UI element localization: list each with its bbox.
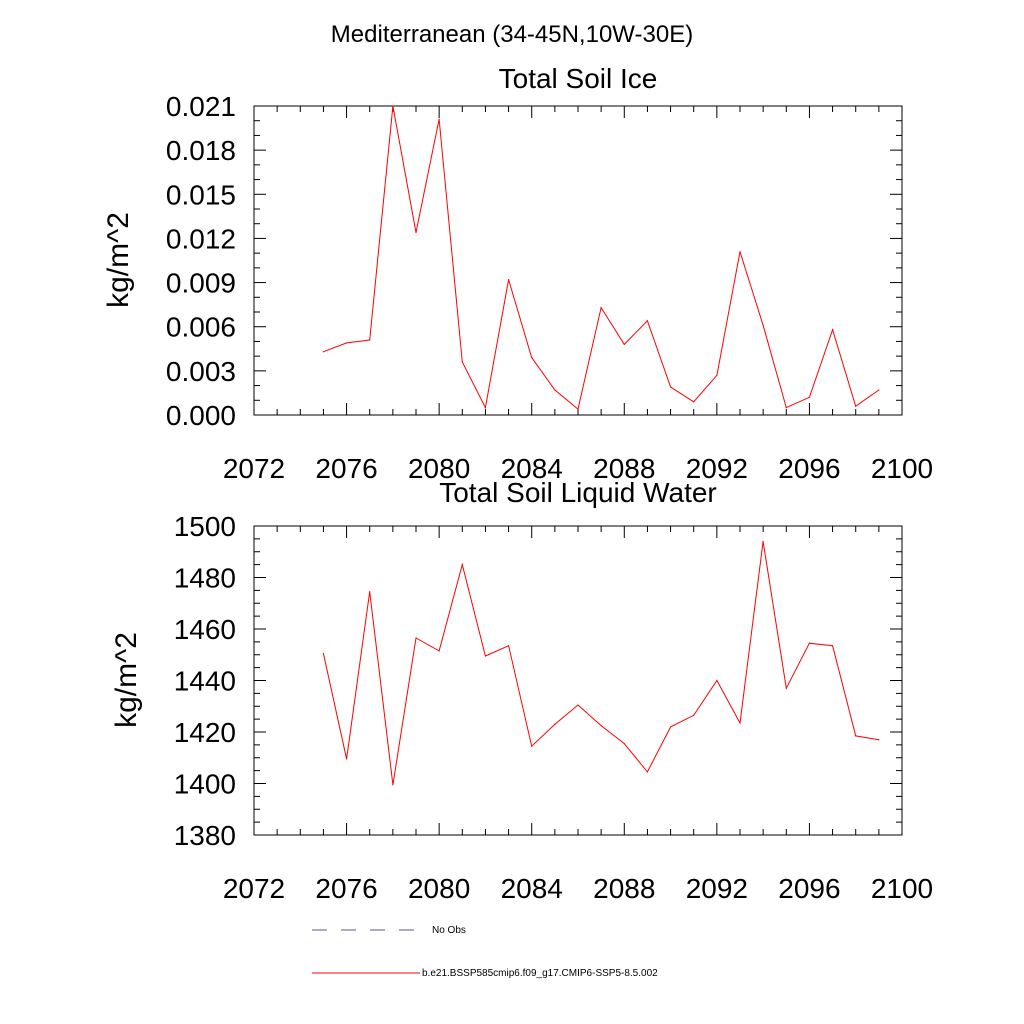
data-point (577, 704, 579, 706)
data-point (600, 724, 602, 727)
x-tick-label: 2072 (223, 873, 285, 904)
y-tick-label: 1380 (174, 820, 236, 851)
y-axis-label-soil-liquid-water: kg/m^2 (110, 632, 143, 728)
data-point (369, 339, 371, 341)
data-point (461, 361, 463, 363)
page-title: Mediterranean (34-45N,10W-30E) (331, 21, 693, 48)
y-tick-label: 0.012 (166, 223, 236, 254)
x-tick-label: 2080 (408, 873, 470, 904)
data-point (693, 714, 695, 716)
y-tick-label: 0.015 (166, 179, 236, 210)
y-tick-label: 0.006 (166, 312, 236, 343)
y-tick-label: 0.018 (166, 135, 236, 166)
plot-frame (253, 105, 903, 416)
y-tick-label: 0.009 (166, 268, 236, 299)
x-tick-label: 2088 (593, 873, 655, 904)
y-axis-label-soil-ice: kg/m^2 (102, 212, 135, 308)
data-point (554, 389, 556, 391)
y-tick-label: 1480 (174, 563, 236, 594)
data-point (693, 401, 695, 403)
y-tick-label: 0.003 (166, 356, 236, 387)
data-point (716, 679, 718, 682)
data-point (531, 357, 533, 359)
data-point (438, 650, 440, 652)
x-tick-label: 2076 (315, 453, 377, 484)
data-point (322, 351, 325, 353)
data-point (484, 655, 487, 657)
data-point (855, 405, 857, 407)
data-point (669, 726, 672, 728)
x-tick-label: 2080 (408, 453, 470, 484)
data-point (808, 396, 811, 398)
legend-label-model: b.e21.BSSP585cmip6.f09_g17.CMIP6-SSP5-8.… (422, 968, 658, 979)
y-tick-label: 1460 (174, 614, 236, 645)
data-point (669, 386, 672, 388)
data-point (716, 374, 718, 376)
y-tick-label: 1500 (174, 511, 236, 542)
data-point (507, 279, 510, 281)
data-point (415, 637, 417, 639)
data-point (762, 324, 764, 326)
data-point (461, 564, 463, 566)
x-tick-label: 2076 (315, 873, 377, 904)
legend-label-no-obs: No Obs (432, 925, 466, 936)
data-point (808, 642, 811, 644)
data-point (507, 645, 510, 647)
x-tick-label: 2096 (778, 453, 840, 484)
data-point (878, 389, 880, 391)
y-tick-label: 1400 (174, 769, 236, 800)
series-line (323, 105, 880, 411)
data-point (739, 251, 741, 253)
data-point (322, 652, 325, 655)
data-point (831, 645, 834, 647)
data-point (577, 408, 579, 410)
data-point (623, 343, 625, 345)
chart-title-soil-ice: Total Soil Ice (499, 63, 658, 94)
data-point (739, 722, 741, 724)
y-tick-label: 0.021 (166, 91, 236, 122)
data-point (785, 407, 787, 409)
x-tick-label: 2084 (501, 453, 563, 484)
y-tick-label: 1420 (174, 717, 236, 748)
x-tick-label: 2084 (501, 873, 563, 904)
data-point (600, 306, 602, 309)
x-tick-label: 2088 (593, 453, 655, 484)
x-tick-label: 2100 (871, 453, 933, 484)
data-point (762, 540, 764, 543)
x-tick-label: 2092 (686, 873, 748, 904)
data-point (484, 407, 487, 409)
data-point (438, 118, 440, 120)
data-point (855, 735, 857, 737)
x-tick-label: 2072 (223, 453, 285, 484)
plot-frame (253, 525, 903, 836)
soil-ice-panel: Total Soil Ice kg/m^2 2072 2076 2080 2084 20… (102, 63, 933, 484)
data-point (531, 745, 533, 747)
data-point (415, 231, 417, 234)
data-point (369, 591, 371, 593)
data-point (345, 758, 348, 760)
data-point (785, 687, 787, 689)
data-point (392, 105, 394, 107)
data-point (392, 784, 394, 786)
soil-liquid-water-panel: Total Soil Liquid Water kg/m^2 2072 2076 2… (110, 477, 933, 904)
data-point (623, 742, 625, 745)
legend: No Obs b.e21.BSSP585cmip6.f09_g17.CMIP6-… (312, 925, 658, 979)
data-point (646, 771, 649, 773)
chart-title-soil-liquid-water: Total Soil Liquid Water (439, 477, 717, 508)
data-point (878, 739, 880, 741)
x-tick-label: 2092 (686, 453, 748, 484)
data-point (345, 342, 348, 344)
data-point (554, 723, 556, 725)
y-tick-label: 1440 (174, 666, 236, 697)
y-tick-label: 0.000 (166, 400, 236, 431)
data-point (831, 329, 834, 331)
data-point (646, 320, 649, 322)
x-tick-label: 2096 (778, 873, 840, 904)
series-line (322, 541, 879, 785)
x-tick-label: 2100 (871, 873, 933, 904)
